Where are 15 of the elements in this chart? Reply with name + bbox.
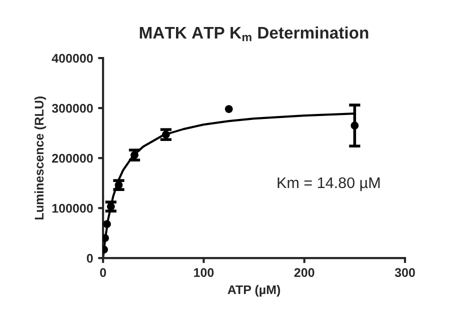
chart-title: MATK ATP K$_{m}$ Determination [140,26,368,42]
y-tick-label: 0 [86,254,93,263]
x-tick-label: 100 [194,268,214,277]
point [103,220,111,228]
y-tick-label: 100000 [52,204,93,213]
y-tick-label: 400000 [52,54,93,63]
point [224,105,233,114]
x-tick-label: 0 [100,268,106,277]
x-axis-title: ATP (µM) [228,285,280,297]
x-tick-label: 300 [394,268,415,277]
y-tick-label: 300000 [52,104,93,113]
y-axis-title: Luminescence (RLU) [34,96,46,220]
x-tick-label: 200 [294,268,314,277]
y-tick-label: 200000 [52,154,93,163]
annotation: Km = 14.80 µM [278,177,380,192]
